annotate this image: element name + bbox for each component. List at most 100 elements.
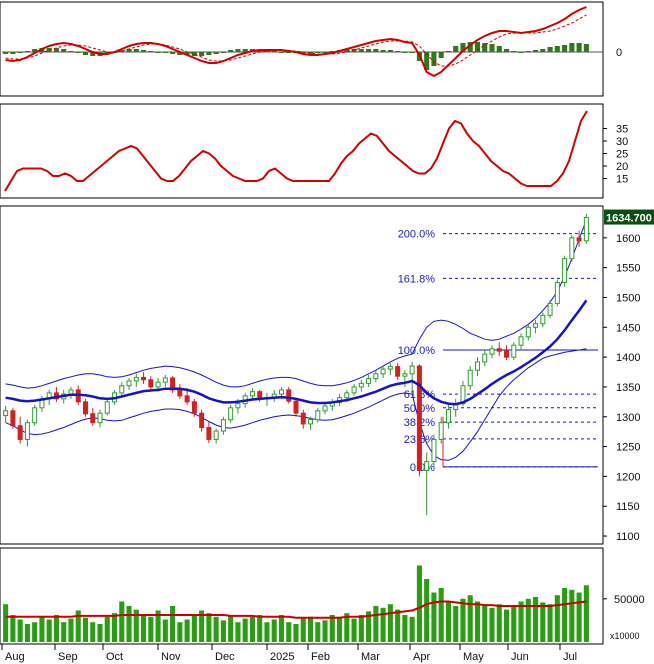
macd-histogram-bar — [17, 52, 23, 53]
macd-histogram-bar — [474, 42, 481, 52]
candle-body — [474, 361, 480, 371]
bollinger-upper — [5, 219, 587, 389]
candle-body — [467, 369, 473, 387]
volume-tick-label: 50000 — [614, 594, 645, 606]
macd-line — [5, 6, 587, 78]
volume-bar — [293, 624, 299, 642]
volume-bar — [257, 615, 263, 642]
candle-body — [351, 386, 357, 394]
volume-bar — [104, 616, 110, 642]
macd-histogram-bar — [213, 52, 219, 54]
macd-histogram-bar — [583, 44, 589, 52]
macd-histogram-bar — [141, 50, 147, 52]
candle-body — [554, 282, 560, 304]
volume-bar — [438, 588, 444, 642]
macd-histogram-bar — [177, 52, 183, 55]
candle-body — [402, 373, 408, 377]
candle-body — [17, 425, 23, 440]
macd-histogram-bar — [445, 51, 451, 52]
volume-bar — [395, 609, 401, 642]
candle-body — [562, 258, 568, 284]
price-tick-label: 1550 — [616, 263, 640, 275]
volume-bar — [3, 604, 9, 642]
candle-body — [155, 381, 161, 388]
macd-histogram-bar — [155, 52, 161, 53]
volume-bar — [344, 613, 350, 642]
macd-histogram-bar — [75, 52, 81, 53]
volume-bar — [329, 615, 335, 642]
macd-histogram-bar — [228, 50, 234, 52]
candle-body — [525, 326, 531, 338]
fib-label: 200.0% — [398, 229, 436, 241]
volume-bar — [453, 606, 459, 642]
candle-body — [133, 376, 139, 382]
candle-body — [184, 395, 190, 403]
candle-body — [416, 365, 422, 471]
volume-bar — [249, 616, 255, 642]
x-axis: Aug Sep Oct Nov Dec 2025 Feb Mar Apr May Jun Jul — [1, 644, 577, 663]
candle-body — [97, 412, 103, 424]
macd-histogram-bar — [61, 49, 67, 52]
candle-body — [540, 314, 546, 325]
volume-bar — [307, 616, 314, 642]
macd-histogram-bar — [576, 43, 582, 52]
candle-body — [82, 401, 88, 415]
macd-histogram-bar — [511, 51, 517, 52]
adx-line — [4, 110, 588, 192]
volume-bar — [337, 616, 343, 642]
candle-body — [235, 403, 241, 409]
macd-histogram-bar — [133, 49, 139, 52]
volume-bar — [511, 606, 517, 642]
candle-body — [576, 237, 582, 242]
candle-body — [380, 368, 386, 375]
macd-histogram-bar — [554, 46, 560, 52]
price-tick-label: 1400 — [616, 352, 640, 364]
macd-histogram-bar — [82, 52, 89, 55]
adx-panel-frame — [0, 103, 604, 199]
macd-histogram-bar — [24, 51, 30, 52]
fib-label: 161.8% — [398, 273, 436, 285]
volume-bar — [46, 619, 52, 642]
candle-body — [220, 419, 226, 432]
macd-histogram-bar — [307, 52, 314, 54]
fib-label: 0.0% — [410, 462, 435, 474]
macd-histogram-bar — [366, 49, 372, 52]
volume-bar — [162, 619, 168, 642]
candle-body — [373, 373, 379, 380]
volume-bar — [366, 611, 372, 642]
x-tick-label: 2025 — [270, 651, 294, 663]
price-tick-label: 1100 — [616, 531, 640, 543]
macd-histogram-bar — [533, 50, 539, 52]
candle-body — [191, 401, 197, 414]
macd-histogram-bar — [540, 49, 546, 52]
volume-bar — [525, 598, 531, 642]
volume-bar — [242, 618, 248, 642]
macd-histogram-bar — [286, 52, 292, 53]
macd-histogram-bar — [264, 51, 270, 52]
macd-histogram-bar — [380, 50, 386, 52]
candle-body — [547, 302, 553, 316]
macd-histogram-bar — [3, 52, 9, 54]
candle-body — [177, 389, 183, 397]
macd-histogram-bar — [329, 51, 335, 52]
x-tick-label: Feb — [311, 651, 330, 663]
volume-bar — [503, 609, 510, 642]
macd-histogram-bar — [53, 48, 59, 52]
adx-tick-label: 35 — [616, 124, 628, 136]
volume-scale-label: x10000 — [610, 631, 640, 641]
candle-body — [387, 366, 393, 370]
volume-bar — [569, 589, 575, 642]
volume-bar — [199, 610, 205, 642]
adx-tick-label: 30 — [616, 136, 628, 148]
volume-panel-frame — [0, 547, 604, 645]
macd-histogram-bar — [518, 52, 524, 53]
macd-histogram-bar — [235, 49, 241, 52]
volume-bar — [82, 617, 89, 642]
candle-body — [10, 410, 16, 427]
candle-body — [104, 401, 110, 414]
volume-bar — [518, 601, 524, 642]
price-tick-label: 1250 — [616, 442, 640, 454]
candle-body — [119, 385, 125, 394]
